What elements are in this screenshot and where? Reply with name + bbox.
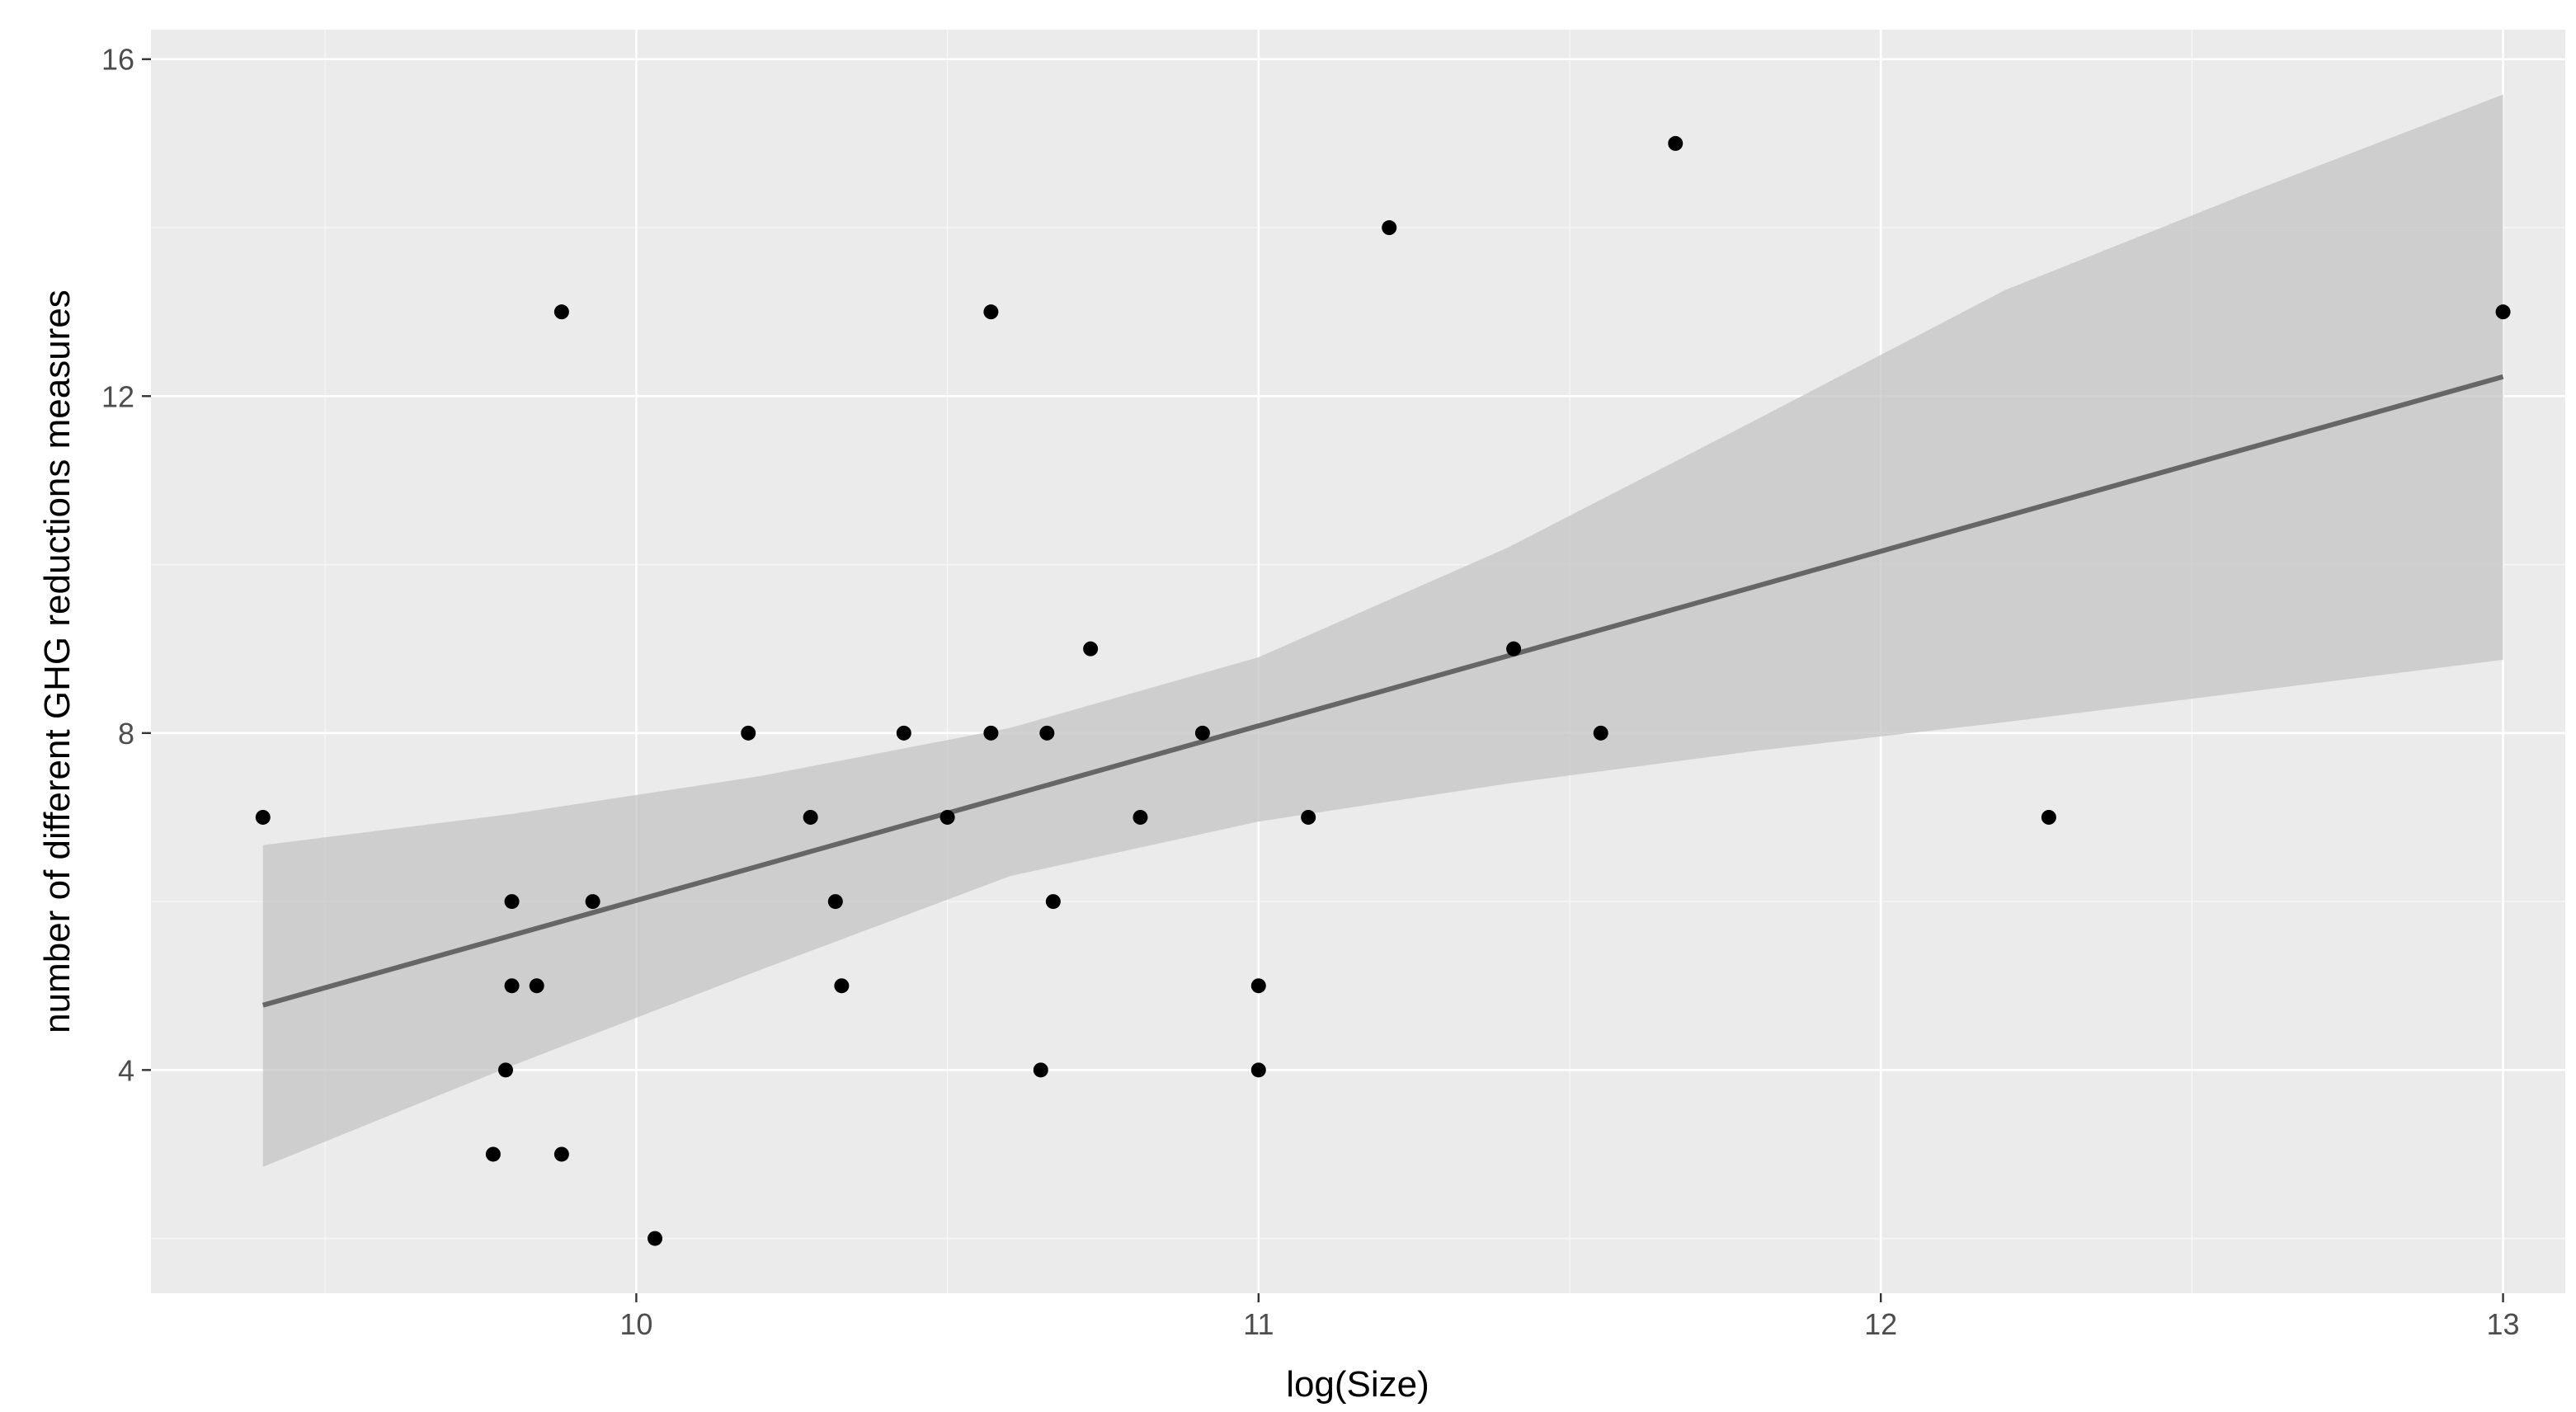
y-tick-label: 8 <box>118 717 134 751</box>
data-point <box>1039 725 1055 741</box>
data-point <box>2495 304 2511 320</box>
x-tick-label: 13 <box>2487 1307 2520 1341</box>
data-point <box>648 1231 663 1246</box>
data-point <box>827 894 843 910</box>
y-tick-label: 4 <box>118 1053 134 1087</box>
regression-line <box>261 374 2504 1008</box>
data-point <box>529 978 544 994</box>
data-point <box>1301 809 1316 825</box>
data-point <box>741 725 756 741</box>
data-point <box>1506 641 1522 657</box>
data-points <box>255 135 2511 1246</box>
data-point <box>255 809 271 825</box>
data-point <box>1194 725 1210 741</box>
data-point <box>1382 220 1397 236</box>
data-point <box>983 304 999 320</box>
x-axis-title: log(Size) <box>1286 1364 1429 1405</box>
data-point <box>1250 978 1266 994</box>
y-tick-label: 16 <box>101 43 134 77</box>
x-tick-label: 12 <box>1864 1307 1897 1341</box>
data-point <box>1033 1062 1048 1078</box>
x-axis-ticks: 10 11 12 13 <box>619 1293 2520 1341</box>
data-point <box>504 978 520 994</box>
data-point <box>485 1146 501 1162</box>
data-point <box>585 894 600 910</box>
data-point <box>504 894 520 910</box>
data-point <box>1250 1062 1266 1078</box>
data-point <box>1083 641 1099 657</box>
x-tick-label: 10 <box>619 1307 652 1341</box>
data-point <box>553 1146 569 1162</box>
y-axis-ticks: 4 8 12 16 <box>101 43 151 1087</box>
data-point <box>2041 809 2056 825</box>
data-point <box>1668 135 1684 151</box>
data-point <box>497 1062 513 1078</box>
x-tick-label: 11 <box>1243 1307 1274 1341</box>
data-point <box>940 809 955 825</box>
data-point <box>1593 725 1608 741</box>
data-point <box>834 978 850 994</box>
data-point <box>896 725 911 741</box>
data-point <box>983 725 999 741</box>
y-axis-title: number of different GHG reductions measu… <box>37 289 78 1033</box>
confidence-band <box>262 94 2503 1167</box>
y-tick-label: 12 <box>101 379 134 413</box>
data-point <box>1133 809 1148 825</box>
data-point <box>803 809 818 825</box>
data-point <box>553 304 569 320</box>
data-point <box>1045 894 1061 910</box>
